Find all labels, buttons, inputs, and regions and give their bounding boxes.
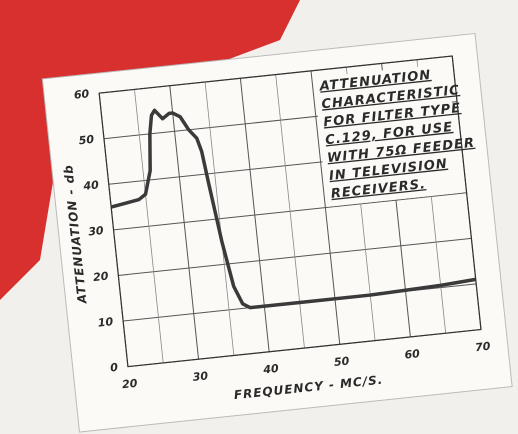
y-tick-label: 60 <box>73 87 90 102</box>
data-line <box>110 108 477 310</box>
x-tick-label: 30 <box>192 369 209 384</box>
y-tick-label: 40 <box>82 178 100 193</box>
grid-line <box>169 85 200 360</box>
title-box <box>313 63 462 207</box>
y-tick-label: 10 <box>97 315 114 330</box>
y-tick-label: 0 <box>110 361 119 375</box>
plot-frame <box>98 55 482 368</box>
minor-grid-line <box>134 89 164 363</box>
x-tick-label: 70 <box>475 340 492 355</box>
minor-grid-line <box>204 81 235 356</box>
y-tick-label: 50 <box>78 133 95 148</box>
x-tick-label: 60 <box>404 347 421 362</box>
y-tick-label: 30 <box>88 224 105 239</box>
red-backdrop <box>0 0 300 300</box>
x-tick-label: 40 <box>262 362 280 377</box>
x-tick-label: 20 <box>121 377 138 392</box>
x-tick-label: 50 <box>333 354 350 369</box>
paper: 0102030405060203040506070ATTENUATIONCHAR… <box>41 32 513 433</box>
y-tick-label: 20 <box>92 270 109 285</box>
